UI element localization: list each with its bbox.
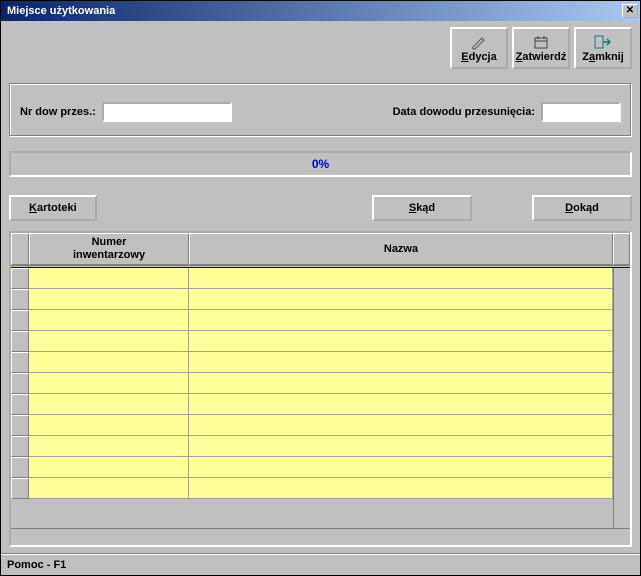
row-selector[interactable] xyxy=(11,457,29,478)
table-row[interactable] xyxy=(11,268,613,289)
toolbar: Edycja Zatwierdź Zamknij xyxy=(9,27,632,69)
table-row[interactable] xyxy=(11,394,613,415)
grid-rows xyxy=(11,268,613,528)
cell-inventory[interactable] xyxy=(29,415,189,436)
cell-name[interactable] xyxy=(189,394,613,415)
row-selector[interactable] xyxy=(11,268,29,289)
grid-header: Numer inwentarzowy Nazwa xyxy=(11,233,630,265)
edit-button[interactable]: Edycja xyxy=(450,27,508,69)
cell-inventory[interactable] xyxy=(29,268,189,289)
cell-inventory[interactable] xyxy=(29,352,189,373)
close-icon[interactable]: ✕ xyxy=(622,4,638,18)
cell-inventory[interactable] xyxy=(29,373,189,394)
doc-date-input[interactable] xyxy=(541,102,621,122)
cell-inventory[interactable] xyxy=(29,478,189,499)
progress-bar: 0% xyxy=(9,151,632,177)
dokad-button[interactable]: Dokąd xyxy=(532,195,632,221)
skad-button[interactable]: Skąd xyxy=(372,195,472,221)
table-row[interactable] xyxy=(11,436,613,457)
table-row[interactable] xyxy=(11,373,613,394)
column-header-inventory[interactable]: Numer inwentarzowy xyxy=(29,233,189,265)
confirm-label: Zatwierdź xyxy=(516,51,567,63)
content-area: Edycja Zatwierdź Zamknij Nr dow przes.: xyxy=(1,21,640,553)
close-label: Zamknij xyxy=(582,51,624,63)
calendar-icon xyxy=(533,33,549,51)
doc-number-input[interactable] xyxy=(102,102,232,122)
row-selector[interactable] xyxy=(11,373,29,394)
grid-corner xyxy=(11,233,29,265)
row-selector[interactable] xyxy=(11,436,29,457)
cell-inventory[interactable] xyxy=(29,457,189,478)
cell-name[interactable] xyxy=(189,478,613,499)
cell-name[interactable] xyxy=(189,310,613,331)
row-selector[interactable] xyxy=(11,331,29,352)
row-selector[interactable] xyxy=(11,415,29,436)
cell-name[interactable] xyxy=(189,457,613,478)
row-selector[interactable] xyxy=(11,352,29,373)
cell-inventory[interactable] xyxy=(29,394,189,415)
table-row[interactable] xyxy=(11,352,613,373)
table-row[interactable] xyxy=(11,415,613,436)
status-bar: Pomoc - F1 xyxy=(1,553,640,575)
cell-name[interactable] xyxy=(189,268,613,289)
table-row[interactable] xyxy=(11,457,613,478)
cell-inventory[interactable] xyxy=(29,331,189,352)
cell-name[interactable] xyxy=(189,373,613,394)
doc-number-label: Nr dow przes.: xyxy=(20,106,96,118)
document-fields-group: Nr dow przes.: Data dowodu przesunięcia: xyxy=(9,83,632,137)
titlebar: Miejsce użytkowania ✕ xyxy=(1,1,640,21)
cell-inventory[interactable] xyxy=(29,436,189,457)
status-help-text: Pomoc - F1 xyxy=(7,559,66,571)
row-selector[interactable] xyxy=(11,478,29,499)
data-grid: Numer inwentarzowy Nazwa xyxy=(9,231,632,547)
cell-inventory[interactable] xyxy=(29,289,189,310)
row-selector[interactable] xyxy=(11,394,29,415)
cell-name[interactable] xyxy=(189,415,613,436)
button-row: Kartoteki Skąd Dokąd xyxy=(9,195,632,221)
column-header-name[interactable]: Nazwa xyxy=(189,233,613,265)
cell-name[interactable] xyxy=(189,436,613,457)
close-button[interactable]: Zamknij xyxy=(574,27,632,69)
table-row[interactable] xyxy=(11,289,613,310)
kartoteki-button[interactable]: Kartoteki xyxy=(9,195,97,221)
cell-inventory[interactable] xyxy=(29,310,189,331)
pencil-icon xyxy=(471,33,487,51)
table-row[interactable] xyxy=(11,331,613,352)
horizontal-scrollbar[interactable] xyxy=(11,528,630,545)
exit-icon xyxy=(594,33,612,51)
doc-date-label: Data dowodu przesunięcia: xyxy=(393,106,535,118)
vertical-scrollbar[interactable] xyxy=(613,268,630,528)
window-title: Miejsce użytkowania xyxy=(3,5,622,17)
grid-header-scroll-spacer xyxy=(613,233,630,265)
table-row[interactable] xyxy=(11,310,613,331)
row-selector[interactable] xyxy=(11,310,29,331)
cell-name[interactable] xyxy=(189,331,613,352)
cell-name[interactable] xyxy=(189,352,613,373)
cell-name[interactable] xyxy=(189,289,613,310)
confirm-button[interactable]: Zatwierdź xyxy=(512,27,570,69)
window: Miejsce użytkowania ✕ Edycja Zatwierdź xyxy=(0,0,641,576)
edit-label: Edycja xyxy=(461,51,496,63)
progress-text: 0% xyxy=(312,157,329,171)
table-row[interactable] xyxy=(11,478,613,499)
row-selector[interactable] xyxy=(11,289,29,310)
